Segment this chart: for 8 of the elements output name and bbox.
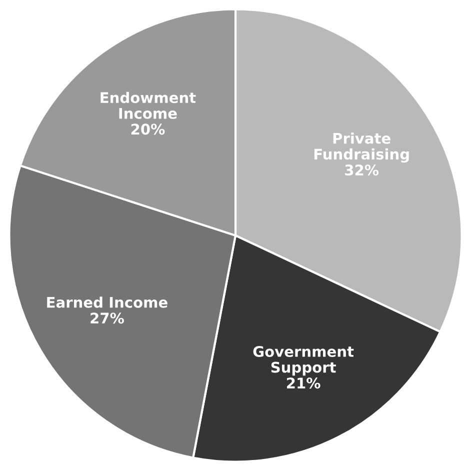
data-label: 27% <box>90 312 124 324</box>
slice-label: Private Fundraising <box>314 132 409 163</box>
data-label: 21% <box>286 378 320 389</box>
data-label: 20% <box>131 124 165 135</box>
slice-label: Endowment Income <box>100 92 196 119</box>
data-label: 32% <box>345 164 379 176</box>
slice-label: Government Support <box>253 346 354 376</box>
slice-label: Earned Income <box>47 296 168 308</box>
